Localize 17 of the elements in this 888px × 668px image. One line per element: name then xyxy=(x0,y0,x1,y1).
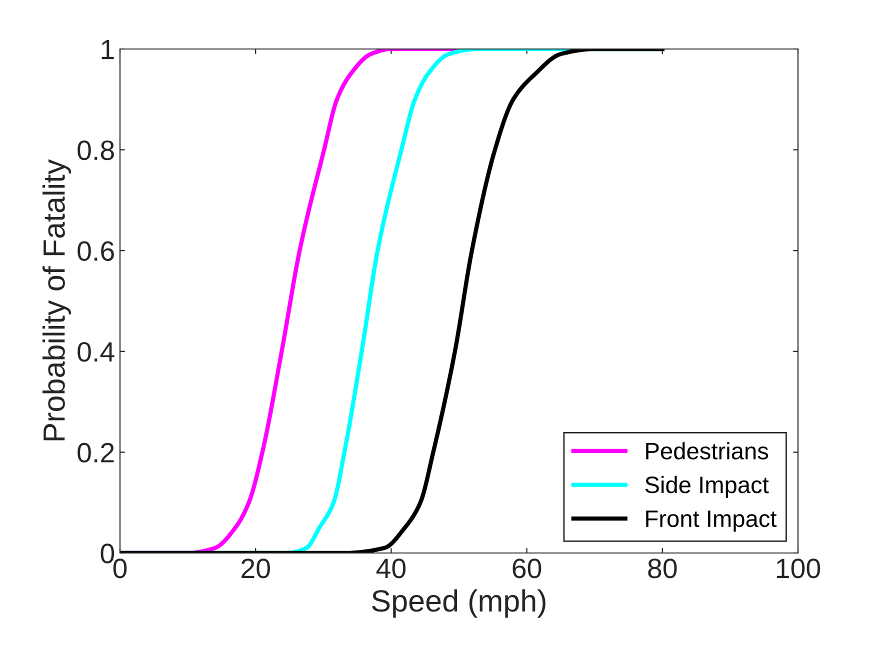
y-tick-label: 0 xyxy=(100,544,114,564)
x-axis-title: Speed (mph) xyxy=(372,589,546,618)
x-tick-label: 40 xyxy=(376,558,406,578)
y-tick-label: 0.2 xyxy=(78,442,114,463)
y-tick-label: 0.6 xyxy=(78,241,114,261)
y-tick-label: 0.8 xyxy=(78,140,114,160)
y-axis-title: Probability of Fatality xyxy=(42,159,71,440)
x-tick-label: 20 xyxy=(242,558,270,578)
x-tick-label: 80 xyxy=(648,558,677,578)
legend-label: Side Impact xyxy=(645,476,769,498)
x-tick-label: 100 xyxy=(776,558,820,578)
legend-label: Front Impact xyxy=(646,510,777,532)
legend-label: Pedestrians xyxy=(646,442,768,460)
y-tick-label: 0.4 xyxy=(78,342,114,362)
x-tick-label: 60 xyxy=(512,558,542,578)
x-tick-label: 0 xyxy=(113,558,127,578)
y-tick-label: 1 xyxy=(102,40,114,60)
